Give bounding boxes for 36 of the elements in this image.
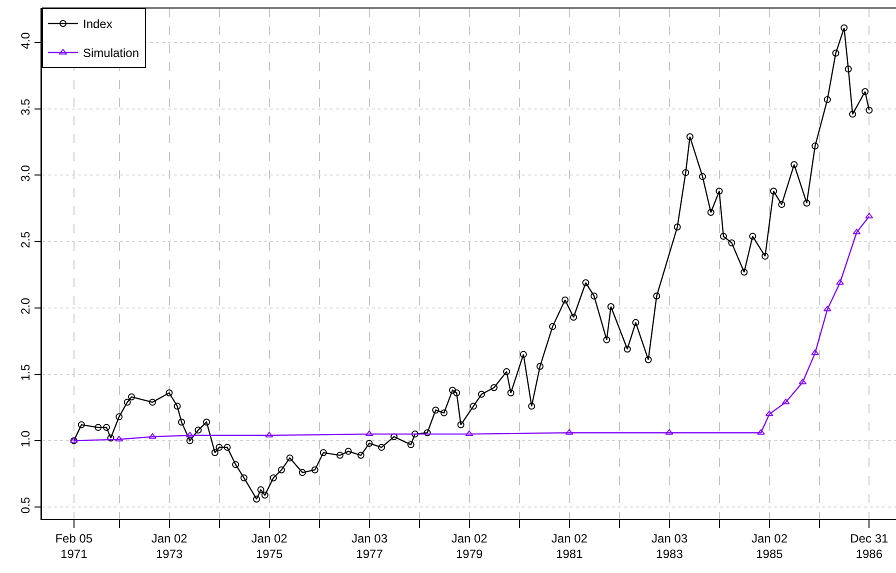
point bbox=[365, 430, 374, 436]
y-tick-label: 2.0 bbox=[18, 297, 33, 315]
point bbox=[115, 436, 124, 442]
y-tick-label: 2.5 bbox=[18, 231, 33, 248]
point bbox=[148, 433, 156, 439]
x-tick-label: Jan 03 1983 bbox=[652, 531, 688, 561]
legend-label: Index bbox=[83, 17, 112, 32]
point bbox=[823, 306, 832, 312]
y-tick-label: 3.5 bbox=[18, 98, 33, 116]
point bbox=[565, 429, 574, 435]
y-tick-label: 3.0 bbox=[18, 164, 33, 182]
point bbox=[265, 432, 274, 438]
point bbox=[765, 410, 774, 416]
x-tick-label: Dec 31 1986 bbox=[850, 531, 888, 561]
y-tick-label: 4.0 bbox=[18, 32, 33, 50]
y-tick-label: 1.0 bbox=[18, 430, 33, 448]
x-tick-label: Jan 02 1985 bbox=[751, 531, 788, 561]
legend-label: Simulation bbox=[83, 46, 140, 60]
point bbox=[757, 429, 765, 435]
point bbox=[811, 350, 820, 356]
x-tick-label: Jan 02 1973 bbox=[151, 531, 188, 561]
x-tick-label: Jan 02 1981 bbox=[551, 531, 588, 561]
point bbox=[665, 429, 674, 435]
x-tick-label: Jan 03 1977 bbox=[352, 531, 388, 561]
y-tick-label: 1.5 bbox=[18, 364, 33, 381]
point bbox=[465, 430, 474, 436]
point bbox=[836, 279, 844, 285]
point bbox=[782, 398, 790, 404]
point bbox=[865, 212, 874, 218]
x-tick-label: Feb 05 1971 bbox=[55, 531, 93, 561]
point bbox=[798, 378, 807, 384]
x-tick-label: Jan 02 1975 bbox=[251, 531, 288, 561]
point bbox=[186, 432, 194, 438]
y-tick-label: 0.5 bbox=[18, 496, 33, 514]
point bbox=[852, 228, 861, 234]
x-tick-label: Jan 02 1979 bbox=[451, 531, 488, 561]
